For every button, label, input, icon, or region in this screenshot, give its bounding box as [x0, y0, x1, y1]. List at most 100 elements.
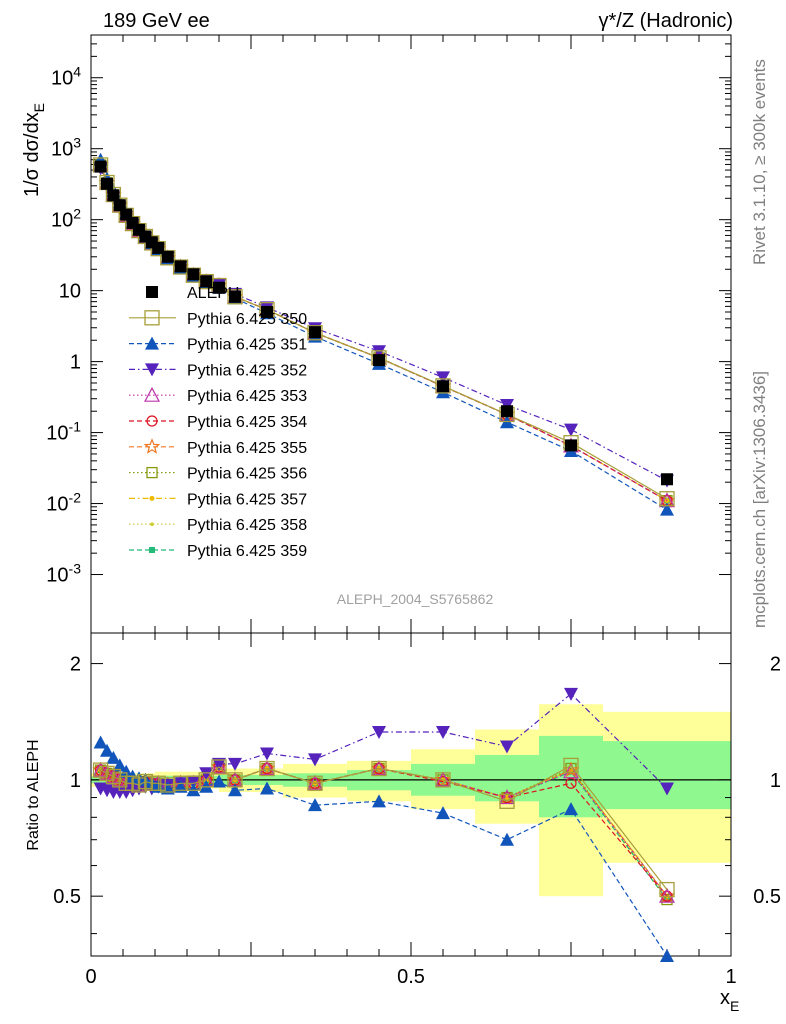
main-line-s353 — [100, 164, 668, 502]
main-ylabel-subscript: E — [31, 103, 47, 112]
legend-label-s356: Pythia 6.425 356 — [187, 466, 307, 483]
ratio-xlabel: xE — [720, 987, 739, 1014]
main-point-data — [200, 275, 213, 288]
main-point-data — [94, 160, 107, 173]
main-point-data — [213, 281, 225, 294]
analysis-label: ALEPH_2004_S5765862 — [337, 591, 494, 607]
main-point-s352 — [372, 345, 386, 359]
main-y-tick-label-base: 10 — [46, 494, 68, 516]
ratio-point-s351 — [93, 735, 108, 749]
legend-marker-s353 — [143, 386, 161, 402]
ratio-point-s351 — [260, 781, 274, 795]
ratio-point-s354 — [309, 777, 321, 789]
ratio-line-s350 — [100, 764, 668, 890]
ratio-point-s352 — [228, 757, 242, 771]
main-point-data — [152, 241, 165, 254]
main-point-data — [501, 405, 513, 418]
ratio-y-tick-label-right: 0.5 — [753, 886, 781, 908]
main-panel-series — [92, 152, 676, 516]
legend-label-s358: Pythia 6.425 358 — [187, 517, 307, 534]
ratio-point-s351 — [212, 774, 226, 788]
main-point-data — [229, 290, 241, 303]
ratio-point-s352 — [500, 740, 514, 754]
main-y-tick-label-exp: -1 — [69, 419, 82, 435]
main-y-tick-label-base: 10 — [46, 565, 68, 587]
ratio-point-s352 — [564, 687, 578, 701]
legend-label-s353: Pythia 6.425 353 — [187, 388, 307, 405]
ratio-point-s353 — [370, 760, 388, 776]
mcplots-side-label: mcplots.cern.ch [arXiv:1306.3436] — [750, 371, 769, 628]
main-line-s358 — [100, 164, 668, 502]
ratio-point-s351 — [436, 806, 450, 820]
main-point-s352 — [564, 423, 578, 437]
main-point-s350 — [150, 241, 166, 257]
main-point-data — [261, 306, 273, 319]
ratio-point-s352 — [186, 775, 201, 789]
main-line-s356 — [100, 164, 668, 502]
ratio-y-tick-label-right: 2 — [770, 654, 781, 676]
main-y-tick-label-exp: 2 — [73, 206, 81, 222]
ratio-point-s351 — [228, 783, 242, 797]
main-line-s351 — [100, 159, 668, 511]
main-point-data — [107, 189, 120, 202]
ratio-point-s352 — [372, 726, 386, 740]
ratio-point-s351 — [112, 758, 127, 772]
ratio-point-s352 — [308, 753, 322, 767]
main-y-tick-label: 1 — [70, 352, 81, 374]
main-point-s351 — [660, 502, 674, 516]
main-y-tick-label-base: 10 — [51, 68, 73, 90]
ratio-point-s351 — [119, 764, 134, 778]
header-right: γ*/Z (Hadronic) — [599, 10, 733, 32]
main-y-tick-label-exp: -2 — [69, 490, 82, 506]
ratio-point-s352 — [436, 726, 450, 740]
x-tick-label: 1 — [725, 966, 736, 988]
legend-marker-s350 — [144, 310, 160, 326]
ratio-point-s350 — [150, 775, 166, 791]
ratio-point-s350 — [563, 757, 579, 774]
ratio-point-s354 — [261, 762, 273, 775]
main-y-tick-label-exp: 4 — [73, 64, 81, 80]
main-line-s354 — [100, 164, 668, 502]
main-point-s352 — [436, 371, 450, 385]
ratio-point-s355 — [434, 771, 452, 787]
ratio-point-s350 — [371, 760, 387, 777]
legend-marker-s351 — [145, 336, 159, 350]
main-ylabel: 1/σ dσ/dxE — [21, 103, 47, 197]
legend-marker-s352 — [145, 363, 159, 377]
ratio-point-s353 — [658, 887, 676, 903]
ratio-point-s353 — [498, 789, 516, 805]
ratio-point-s353 — [562, 763, 580, 779]
legend-label-s351: Pythia 6.425 351 — [187, 337, 307, 354]
ratio-y-tick-label-left: 0.5 — [53, 886, 81, 908]
main-line-s350 — [100, 164, 668, 500]
legend: ALEPH Pythia 6.425 350 Pythia 6.425 351 Pyt… — [129, 285, 307, 560]
main-point-s350 — [227, 289, 243, 305]
ratio-point-s350 — [659, 881, 675, 898]
ratio-point-s350 — [211, 759, 227, 775]
main-point-data — [174, 260, 187, 273]
main-point-data — [661, 473, 673, 486]
ratio-point-s354 — [501, 791, 513, 804]
main-point-data — [101, 177, 113, 190]
ratio-point-s351 — [500, 832, 514, 846]
ratio-y-tick-label-left: 2 — [70, 654, 81, 676]
legend-label-s355: Pythia 6.425 355 — [187, 440, 307, 457]
ratio-point-s351 — [308, 798, 322, 812]
ratio-point-s350 — [499, 793, 515, 809]
main-point-data — [161, 250, 174, 263]
main-y-tick-label-exp: -3 — [69, 561, 82, 577]
ratio-point-s351 — [100, 743, 114, 757]
ratio-point-s350 — [227, 772, 243, 788]
main-line-s355 — [100, 164, 668, 502]
main-y-tick-label: 104 — [51, 64, 81, 90]
main-y-tick-label-base: 10 — [46, 423, 68, 445]
main-point-s350 — [172, 259, 189, 275]
header-left: 189 GeV ee — [103, 10, 210, 32]
ratio-panel-series — [92, 687, 676, 962]
legend-marker-s359 — [149, 547, 155, 553]
main-y-tick-label: 10 — [59, 281, 81, 303]
legend-marker-s356 — [146, 466, 158, 479]
ratio-point-s350 — [160, 777, 176, 793]
ratio-point-s352 — [199, 767, 214, 781]
ratio-point-s350 — [185, 775, 202, 791]
